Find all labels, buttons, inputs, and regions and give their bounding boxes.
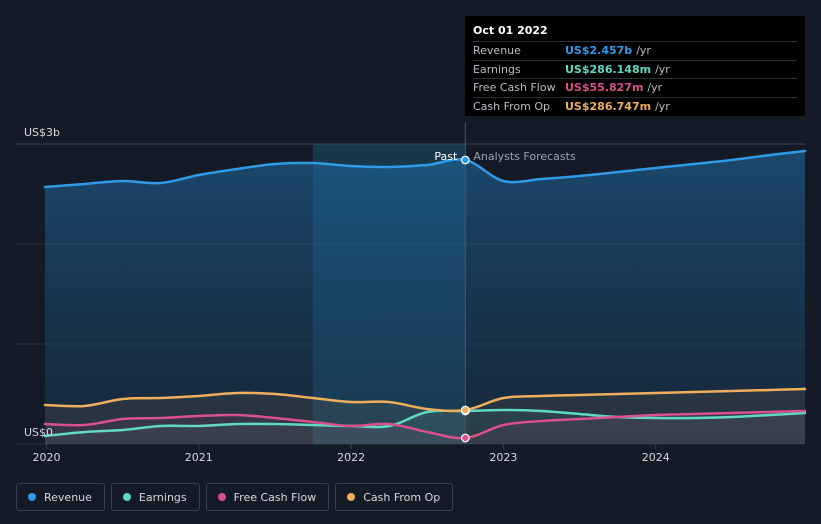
y-axis-top-label: US$3b [24,126,60,139]
tooltip-unit: /yr [655,62,670,76]
area-free-cash-flow [44,411,805,444]
tooltip-value: US$286.148m [565,62,652,76]
tooltip-date: Oct 01 2022 [473,24,548,37]
area-earnings [44,410,805,444]
tooltip-row-earnings: Earnings US$286.148m /yr [473,59,797,79]
legend-label: Cash From Op [363,490,441,504]
legend-dot-icon [347,493,356,501]
tooltip-value: US$286.747m [565,99,652,113]
area-revenue [44,151,805,444]
tooltip-row-cash-from-op: Cash From Op US$286.747m /yr [473,96,797,116]
tooltip-label: Free Cash Flow [473,81,556,95]
tooltip-row-free-cash-flow: Free Cash Flow US$55.827m /yr [473,78,797,97]
tooltip-label: Revenue [473,44,521,58]
legend-item-cash-from-op[interactable]: Cash From Op [335,483,454,511]
tooltip-unit: /yr [655,99,670,113]
tooltip-label: Earnings [473,62,521,76]
series-markers [460,155,470,443]
line-revenue [43,149,807,189]
tooltip-unit: /yr [647,81,663,95]
line-free-cash-flow [43,409,807,440]
series-lines [43,149,807,440]
legend-dot-icon [122,493,131,501]
tooltip-value: US$2.457b [565,44,633,58]
chart-legend: Revenue Earnings Free Cash Flow Cash Fro… [16,483,454,511]
legend-dot-icon [28,493,36,501]
y-axis-bottom-label: US$0 [24,426,53,439]
legend-item-revenue[interactable]: Revenue [16,483,105,511]
forecast-label: Analysts Forecasts [473,150,576,163]
legend-item-earnings[interactable]: Earnings [110,483,200,511]
legend-item-free-cash-flow[interactable]: Free Cash Flow [205,483,330,511]
tooltip-label: Cash From Op [473,99,551,113]
marker-revenue [460,155,470,165]
x-tick-label: 2024 [642,451,670,464]
tooltip-value: US$55.827m [565,81,644,95]
x-tick-label: 2020 [32,451,60,464]
line-earnings [43,408,807,438]
line-cash-from-op [43,387,807,413]
marker-cash-from-op [460,405,470,415]
data-tooltip: Oct 01 2022 Revenue US$2.457b /yr Earnin… [465,16,805,116]
legend-label: Free Cash Flow [233,490,317,504]
area-cash-from-op [44,389,805,444]
legend-label: Revenue [44,490,92,504]
x-tick-label: 2021 [185,451,213,464]
marker-free-cash-flow [460,433,470,443]
legend-dot-icon [217,493,226,501]
past-label: Past [434,150,458,163]
x-axis-ticks: 2020 2021 2022 2023 2024 [32,444,670,464]
x-tick-label: 2022 [337,451,365,464]
x-tick-label: 2023 [489,451,517,464]
tooltip-unit: /yr [636,44,651,58]
tooltip-row-revenue: Revenue US$2.457b /yr [473,41,797,60]
series-areas [44,151,805,444]
legend-label: Earnings [138,490,187,504]
